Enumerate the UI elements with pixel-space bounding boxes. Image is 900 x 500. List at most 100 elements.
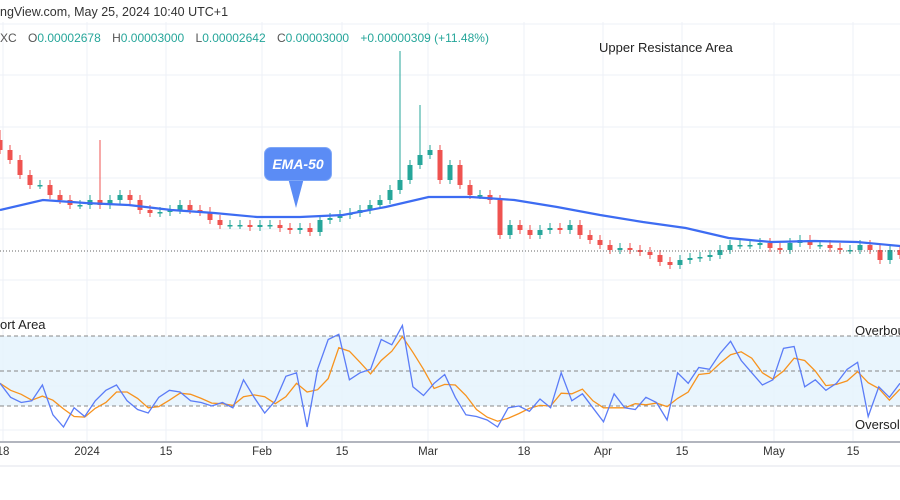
candle-body — [317, 220, 323, 232]
candle-body — [157, 212, 163, 214]
candle-body — [307, 228, 313, 232]
candle-body — [697, 257, 703, 259]
candle-body — [427, 150, 433, 155]
time-tick-label: May — [763, 446, 785, 458]
ema-50-callout: EMA-50 — [264, 147, 332, 181]
candle-body — [577, 225, 583, 235]
candle-body — [587, 235, 593, 240]
candle-body — [557, 228, 563, 230]
candle-body — [407, 165, 413, 180]
overbought-label: Overbou — [855, 323, 900, 338]
close-label: C — [276, 31, 286, 45]
candle-body — [277, 225, 283, 228]
grid — [0, 22, 900, 442]
candle-body — [737, 245, 743, 247]
candle-body — [627, 248, 633, 250]
candle-body — [0, 140, 3, 150]
candle-body — [107, 200, 113, 205]
time-tick-label: 15 — [159, 446, 173, 458]
candle-body — [437, 150, 443, 180]
candle-body — [567, 225, 573, 230]
candle-body — [877, 250, 883, 260]
candle-body — [147, 210, 153, 213]
candle-body — [677, 260, 683, 265]
candle-body — [237, 225, 243, 227]
candle-body — [517, 225, 523, 230]
candle-body — [97, 200, 103, 205]
candle-body — [247, 225, 253, 227]
ohlc-legend: XC O0.00002678 H0.00003000 L0.00002642 C… — [0, 31, 489, 45]
candle-body — [117, 195, 123, 200]
candle-body — [857, 245, 863, 250]
candle-body — [217, 220, 223, 225]
candle-body — [367, 205, 373, 210]
ema-callout-pointer — [288, 178, 304, 208]
candle-body — [37, 185, 43, 187]
candle-body — [297, 228, 303, 230]
oversold-label: Oversol — [855, 417, 900, 432]
chart-title: ngView.com, May 25, 2024 10:40 UTC+1 — [0, 5, 229, 19]
candle-body — [127, 195, 133, 200]
candle-body — [227, 225, 233, 227]
candle-body — [687, 258, 693, 260]
candle-body — [617, 248, 623, 250]
candle-body — [727, 245, 733, 250]
open-value: 0.00002678 — [37, 31, 101, 45]
candle-body — [777, 248, 783, 250]
high-value: 0.00003000 — [120, 31, 185, 45]
upper-resistance-label: Upper Resistance Area — [599, 40, 733, 55]
candle-body — [497, 200, 503, 235]
candle-body — [607, 245, 613, 250]
high-label: H — [112, 31, 121, 45]
candles — [0, 51, 900, 269]
candle-body — [717, 250, 723, 255]
candle-body — [377, 200, 383, 205]
candle-body — [7, 150, 13, 160]
candle-body — [887, 250, 893, 260]
candle-body — [817, 245, 823, 247]
candle-body — [177, 205, 183, 210]
candle-body — [397, 180, 403, 190]
candle-body — [657, 255, 663, 262]
candle-body — [527, 230, 533, 235]
low-label: L — [195, 31, 203, 45]
candle-body — [827, 245, 833, 248]
candle-body — [787, 243, 793, 250]
candle-body — [387, 190, 393, 200]
candle-body — [807, 240, 813, 245]
time-tick-label: 18 — [0, 446, 10, 458]
candle-body — [757, 243, 763, 245]
time-tick-label: 2024 — [74, 446, 100, 458]
candle-body — [207, 212, 213, 220]
candle-body — [507, 225, 513, 235]
time-tick-label: 15 — [675, 446, 689, 458]
candle-body — [547, 228, 553, 230]
candle-body — [447, 165, 453, 180]
candle-body — [647, 252, 653, 255]
time-tick-label: Feb — [252, 446, 272, 458]
rsi-line — [0, 323, 900, 429]
time-tick-label: Apr — [594, 446, 612, 458]
candle-body — [667, 262, 673, 265]
candle-body — [417, 155, 423, 165]
support-area-label: ort Area — [0, 317, 46, 332]
candle-body — [257, 225, 263, 227]
candle-body — [597, 240, 603, 245]
low-value: 0.00002642 — [202, 31, 266, 45]
candle-body — [27, 175, 33, 185]
change-value: +0.00000309 (+11.48%) — [360, 31, 489, 45]
candle-body — [867, 245, 873, 250]
candle-body — [267, 225, 273, 227]
open-label: O — [28, 31, 38, 45]
candle-body — [457, 165, 463, 185]
candle-body — [57, 195, 63, 200]
time-tick-label: 15 — [335, 446, 349, 458]
time-tick-label: Mar — [418, 446, 438, 458]
candle-body — [77, 205, 83, 207]
symbol: XC — [0, 31, 17, 45]
time-tick-label: 18 — [517, 446, 531, 458]
candle-body — [287, 228, 293, 230]
candle-body — [747, 245, 753, 247]
candle-body — [467, 185, 473, 195]
